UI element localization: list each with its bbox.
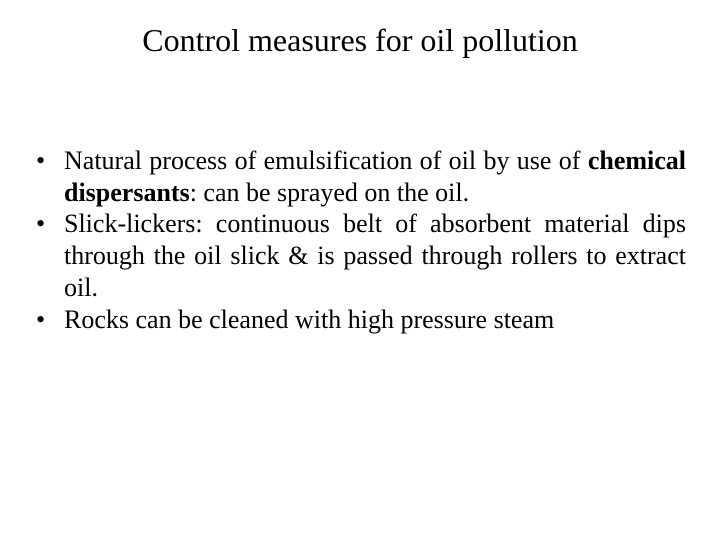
slide-title: Control measures for oil pollution xyxy=(30,22,690,59)
bullet-text-pre: Slick-lickers: continuous belt of absorb… xyxy=(64,209,686,301)
list-item: Rocks can be cleaned with high pressure … xyxy=(34,304,686,336)
list-item: Natural process of emulsification of oil… xyxy=(34,145,686,208)
slide: Control measures for oil pollution Natur… xyxy=(0,0,720,540)
bullet-text-post: : can be sprayed on the oil. xyxy=(190,178,469,207)
bullet-text-pre: Rocks can be cleaned with high pressure … xyxy=(64,305,554,334)
bullet-text-pre: Natural process of emulsification of oil… xyxy=(64,146,588,175)
list-item: Slick-lickers: continuous belt of absorb… xyxy=(34,208,686,303)
bullet-list: Natural process of emulsification of oil… xyxy=(34,145,686,335)
slide-body: Natural process of emulsification of oil… xyxy=(30,145,690,335)
